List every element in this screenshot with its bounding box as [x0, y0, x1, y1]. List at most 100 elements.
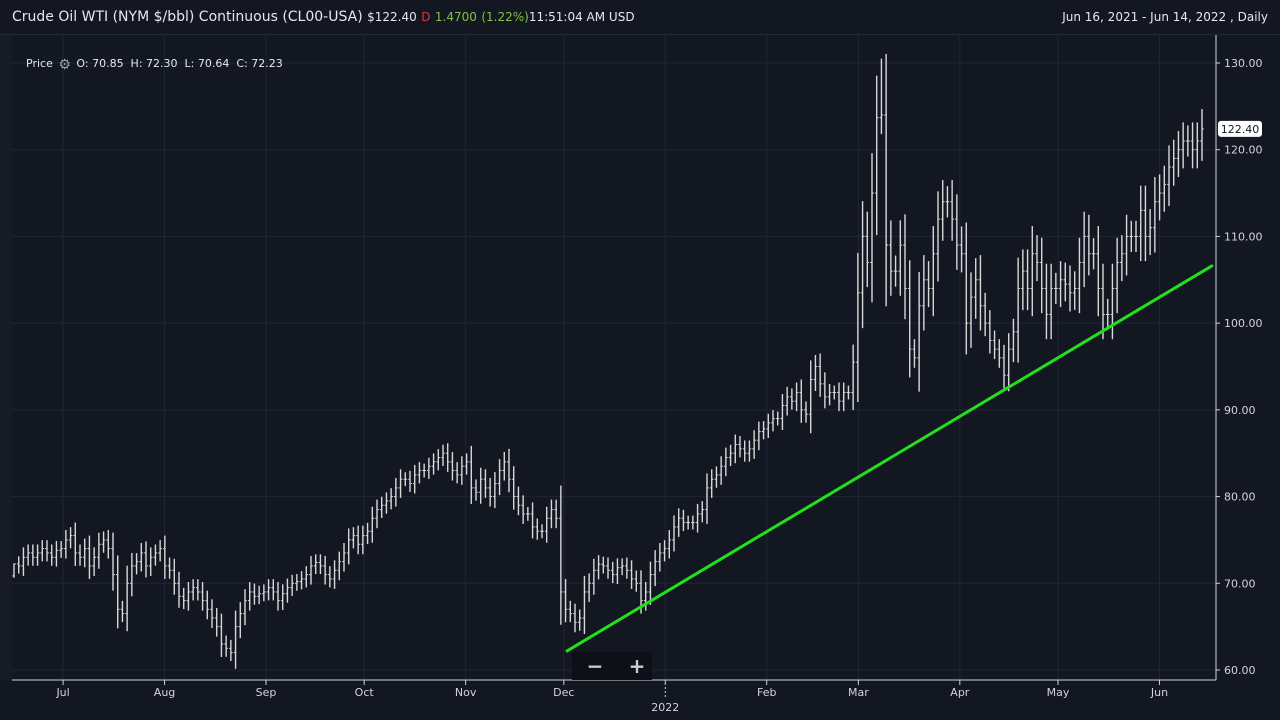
- ohlc-bar: [530, 502, 535, 539]
- ohlc-bar: [874, 75, 879, 236]
- ohlc-bar: [464, 453, 469, 475]
- ohlc-bar: [342, 542, 346, 572]
- y-tick-label: 100.00: [1224, 317, 1263, 330]
- ohlc-bar: [643, 581, 648, 611]
- ohlc-bar: [200, 581, 205, 611]
- last-price-label: 122.40: [1221, 123, 1260, 136]
- zoom-controls: − +: [572, 652, 652, 680]
- ohlc-bar: [827, 384, 832, 406]
- ohlc-bar: [181, 587, 186, 610]
- ohlc-bar: [823, 372, 827, 409]
- ohlc-bar: [92, 547, 96, 576]
- ohlc-bar: [992, 330, 997, 360]
- price-axis[interactable]: 60.00 70.00 80.00 90.00 100.00 110.00 120.00 13…: [1215, 35, 1263, 680]
- ohlc-bar: [332, 560, 337, 589]
- ohlc-bar: [1016, 257, 1020, 363]
- ohlc-bar: [733, 434, 738, 464]
- ohlc-bar: [1082, 211, 1086, 288]
- ohlc-bar: [865, 211, 870, 288]
- y-tick-label: 90.00: [1224, 404, 1256, 417]
- ohlc-bar: [412, 464, 417, 494]
- ohlc-bar: [1030, 226, 1035, 317]
- ohlc-bar: [210, 599, 214, 628]
- gear-icon[interactable]: ⚙: [58, 57, 71, 73]
- ohlc-bar: [436, 449, 441, 471]
- ohlc-bar: [78, 544, 82, 566]
- price-change-pct: (1.22%): [481, 10, 529, 24]
- ohlc-bar: [563, 578, 568, 623]
- ohlc-bar: [153, 544, 158, 566]
- ohlc-bar: [130, 552, 134, 597]
- ohlc-bar: [313, 554, 318, 575]
- ohlc-bar: [224, 635, 228, 657]
- ohlc-bar: [988, 310, 992, 354]
- zoom-in-button[interactable]: +: [628, 654, 646, 678]
- trendline[interactable]: [565, 264, 1214, 653]
- ohlc-bar: [1138, 185, 1143, 262]
- ohlc-bar: [106, 529, 111, 559]
- ohlc-bar: [365, 522, 370, 545]
- time-axis[interactable]: Jul Aug Sep Oct Nov Dec 2022 Feb Mar Apr May Jun: [12, 679, 1216, 714]
- ohlc-bar: [1006, 333, 1011, 392]
- ohlc-bar: [837, 382, 841, 412]
- ohlc-bar: [738, 436, 742, 458]
- ohlc-bar: [422, 463, 426, 478]
- ohlc-bar: [455, 462, 459, 484]
- ohlc-bar: [521, 495, 525, 524]
- ohlc-bar: [488, 477, 492, 507]
- ohlc-bar: [257, 585, 261, 605]
- ohlc-bar: [295, 574, 299, 591]
- date-range[interactable]: Jun 16, 2021 - Jun 14, 2022 , Daily: [1062, 10, 1268, 24]
- x-tick-label: Aug: [154, 686, 175, 699]
- ohlc-bar: [309, 555, 313, 585]
- zoom-out-button[interactable]: −: [586, 654, 604, 678]
- ohlc-bar: [1087, 214, 1091, 276]
- ohlc-bar: [1190, 122, 1195, 169]
- ohlc-bar: [172, 558, 177, 595]
- last-price: 122.40: [374, 10, 417, 24]
- ohlc-bar: [115, 555, 120, 629]
- ohlc-bar: [785, 386, 789, 416]
- ohlc-bar: [427, 457, 431, 480]
- ohlc-bar: [757, 421, 761, 451]
- ohlc-bar: [728, 444, 733, 467]
- ohlc-bar: [1162, 165, 1167, 212]
- ohlc-bar: [535, 518, 540, 540]
- ohlc-bar: [1110, 263, 1115, 340]
- ohlc-bar: [384, 492, 389, 514]
- ohlc-bar: [101, 531, 106, 553]
- ohlc-bar: [1101, 263, 1105, 340]
- ohlc-bar: [870, 153, 874, 303]
- ohlc-bar: [238, 602, 243, 639]
- ohlc-bar: [351, 527, 356, 549]
- left-margin: [0, 35, 12, 680]
- ohlc-bar: [672, 515, 676, 552]
- ohlc-bar: [1115, 237, 1119, 314]
- ohlc-bar: [766, 413, 771, 438]
- y-tick-label: 120.00: [1224, 144, 1263, 157]
- ohlc-bar: [959, 226, 964, 273]
- ohlc-bar: [205, 590, 210, 620]
- ohlc-bar: [771, 410, 775, 432]
- ohlc-bar: [186, 581, 191, 611]
- ohlc-bar: [87, 535, 92, 579]
- ohlc-bar: [1143, 185, 1148, 262]
- ohlc-bar: [969, 272, 973, 348]
- ohlc-bar: [1171, 139, 1176, 186]
- ohlc-bar: [214, 607, 219, 637]
- ohlc-bar: [1186, 125, 1190, 157]
- ohlc-bar: [271, 579, 276, 601]
- ohlc-bar: [926, 261, 931, 308]
- ohlc-bar: [658, 542, 662, 572]
- ohlc-bar: [940, 180, 945, 241]
- x-tick-label: May: [1047, 686, 1070, 699]
- ohlc-bar: [266, 579, 271, 601]
- ohlc-bar: [1157, 174, 1162, 221]
- ohlc-bar: [709, 469, 714, 498]
- ohlc-bar: [478, 467, 483, 504]
- ohlc-bar: [158, 540, 162, 562]
- ohlc-bar: [790, 388, 794, 410]
- ohlc-bar: [196, 579, 200, 601]
- y-tick-label: 110.00: [1224, 230, 1263, 243]
